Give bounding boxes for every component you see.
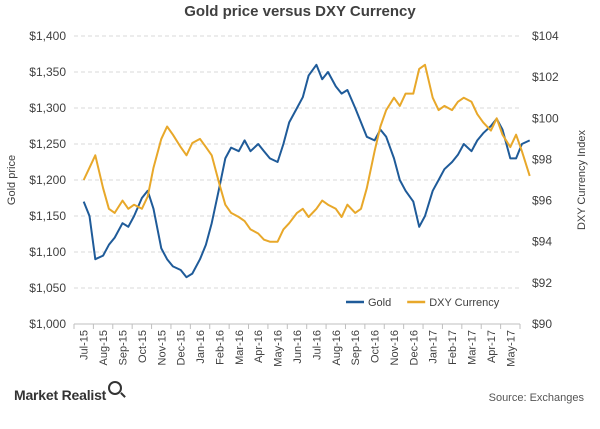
x-tick-label: Feb-16 bbox=[214, 330, 226, 365]
y-left-tick-label: $1,250 bbox=[29, 137, 66, 151]
x-tick-label: Dec-15 bbox=[176, 330, 188, 365]
x-tick-label: Jan-16 bbox=[195, 330, 207, 364]
y-left-tick-label: $1,150 bbox=[29, 209, 66, 223]
series-line-dxy-currency bbox=[82, 63, 531, 243]
x-tick-label: Mar-16 bbox=[234, 330, 246, 365]
x-tick-label: Jul-15 bbox=[79, 330, 91, 360]
legend-label: Gold bbox=[368, 297, 391, 309]
x-tick-label: May-16 bbox=[273, 330, 285, 367]
chart-title: Gold price versus DXY Currency bbox=[184, 3, 416, 20]
x-tick-label: Aug-15 bbox=[98, 330, 110, 365]
y-left-tick-label: $1,000 bbox=[29, 317, 66, 331]
y-right-tick-label: $100 bbox=[532, 111, 559, 125]
brand-text: Market Realist bbox=[14, 387, 107, 403]
y-right-tick-label: $94 bbox=[532, 235, 552, 249]
x-tick-label: Oct-15 bbox=[137, 330, 149, 363]
source-note: Source: Exchanges bbox=[488, 392, 584, 404]
y-right-tick-label: $90 bbox=[532, 317, 552, 331]
y-right-tick-label: $98 bbox=[532, 152, 552, 166]
x-tick-label: Apr-16 bbox=[253, 330, 265, 363]
x-tick-label: Jul-16 bbox=[311, 330, 323, 360]
y-left-tick-label: $1,050 bbox=[29, 281, 66, 295]
x-tick-label: Sep-15 bbox=[117, 330, 129, 365]
y-right-tick-label: $102 bbox=[532, 70, 559, 84]
legend-label: DXY Currency bbox=[429, 297, 500, 309]
x-tick-label: Feb-17 bbox=[447, 330, 459, 365]
x-tick-label: Dec-16 bbox=[408, 330, 420, 365]
y-right-tick-label: $96 bbox=[532, 194, 552, 208]
y-left-tick-label: $1,400 bbox=[29, 29, 66, 43]
x-tick-label: Jan-17 bbox=[428, 330, 440, 364]
x-tick-label: Sep-16 bbox=[350, 330, 362, 365]
y-right-axis-title: DXY Currency Index bbox=[576, 129, 588, 230]
y-left-tick-label: $1,300 bbox=[29, 101, 66, 115]
x-tick-label: May-17 bbox=[505, 330, 517, 367]
brand-logo: Market Realist bbox=[14, 381, 123, 403]
y-right-tick-label: $92 bbox=[532, 276, 552, 290]
y-left-axis-title: Gold price bbox=[6, 155, 18, 205]
x-tick-label: Nov-16 bbox=[389, 330, 401, 365]
x-tick-label: Apr-17 bbox=[486, 330, 498, 363]
x-tick-label: Oct-16 bbox=[370, 330, 382, 363]
y-left-tick-label: $1,350 bbox=[29, 65, 66, 79]
series-line-gold bbox=[82, 63, 531, 279]
magnifier-icon bbox=[108, 381, 123, 395]
x-tick-label: Jun-16 bbox=[292, 330, 304, 364]
x-tick-label: Aug-16 bbox=[331, 330, 343, 365]
y-left-tick-label: $1,100 bbox=[29, 245, 66, 259]
y-left-tick-label: $1,200 bbox=[29, 173, 66, 187]
x-tick-label: Mar-17 bbox=[467, 330, 479, 365]
y-right-tick-label: $104 bbox=[532, 29, 559, 43]
x-tick-label: Nov-15 bbox=[156, 330, 168, 365]
